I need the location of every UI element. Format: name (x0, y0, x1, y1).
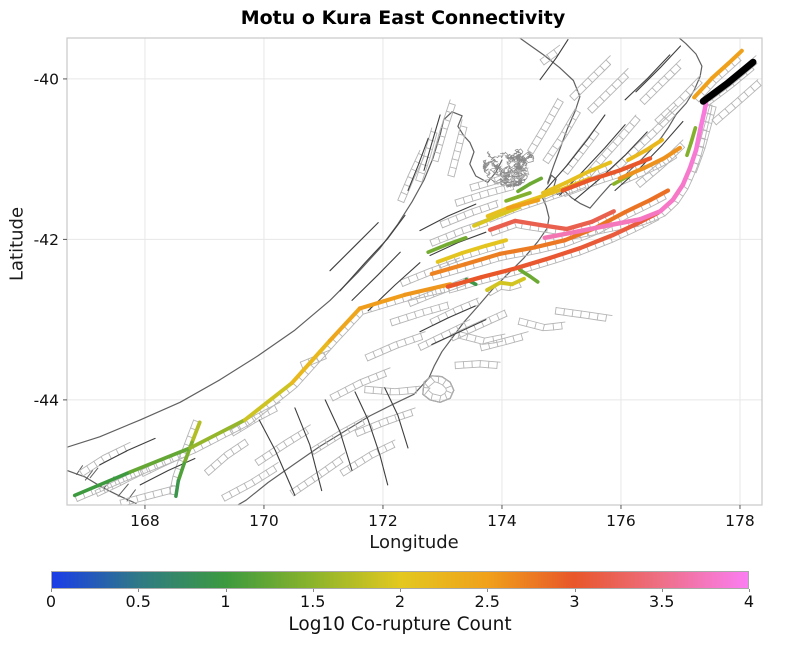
colorbar-tick-mark (138, 589, 140, 592)
x-tick-label: 176 (606, 512, 636, 530)
colorbar-tick-label: 0 (45, 592, 57, 611)
colorbar-tick-label: 2 (394, 592, 406, 611)
colorbar-tick-label: 3.5 (649, 592, 675, 611)
colorbar-label: Log10 Co-rupture Count (288, 614, 512, 635)
x-tick-label: 168 (130, 512, 160, 530)
x-tick-label: 178 (725, 512, 755, 530)
y-tick-label: -44 (34, 391, 59, 409)
y-tick-label: -42 (34, 231, 59, 249)
colorbar-gradient (51, 571, 749, 589)
x-tick-label: 172 (368, 512, 398, 530)
colorbar-tick-mark (661, 589, 663, 592)
chart-title: Motu o Kura East Connectivity (240, 7, 566, 29)
x-axis-label: Longitude (369, 532, 459, 553)
colorbar-tick-mark (749, 589, 750, 592)
y-tick-label: -40 (34, 70, 59, 88)
colorbar-tick-mark (400, 589, 401, 592)
colorbar-tick-mark (51, 589, 52, 592)
x-tick-label: 170 (249, 512, 279, 530)
colorbar-tick-mark (574, 589, 576, 592)
colorbar-ticks: 0 0.5 1 1.5 2 2.5 3 3.5 4 (46, 589, 754, 613)
x-tick-label: 174 (487, 512, 517, 530)
colorbar-tick-label: 4 (743, 592, 755, 611)
colorbar-tick-label: 1.5 (300, 592, 326, 611)
colorbar-tick-label: 0.5 (125, 592, 151, 611)
colorbar-tick-mark (487, 589, 489, 592)
colorbar-tick-mark (312, 589, 314, 592)
colorbar-tick-label: 1 (220, 592, 231, 611)
colorbar-tick-label: 2.5 (474, 592, 500, 611)
colorbar-tick-mark (225, 589, 227, 592)
colorbar-tick-label: 3 (569, 592, 580, 611)
